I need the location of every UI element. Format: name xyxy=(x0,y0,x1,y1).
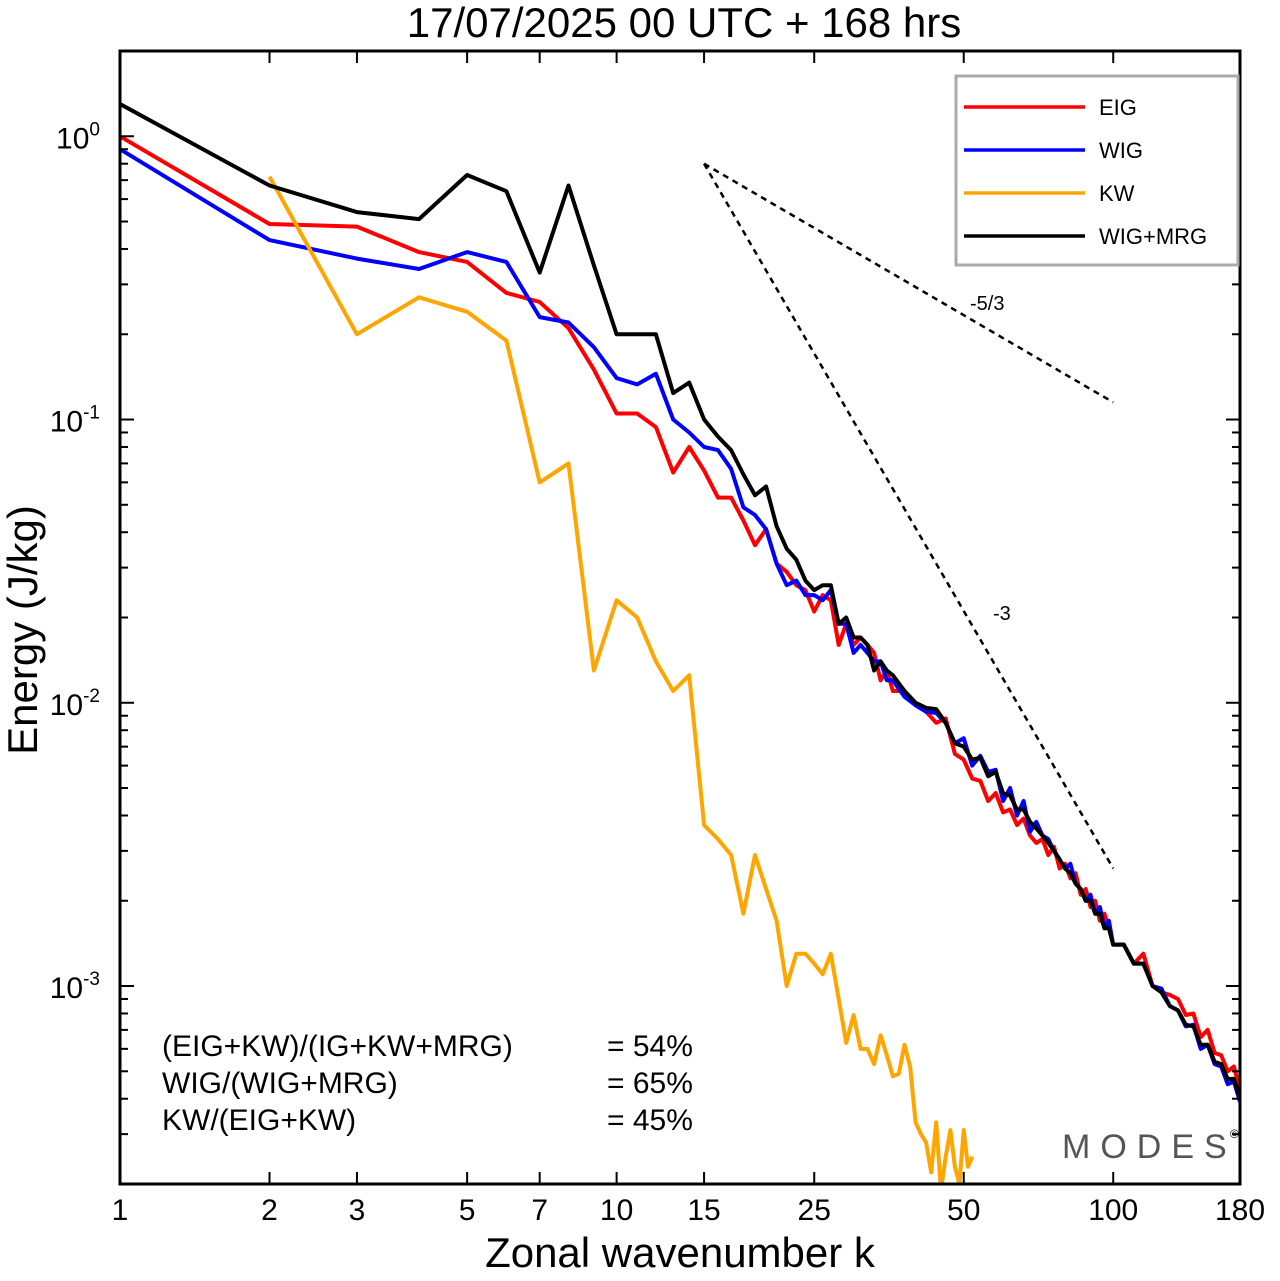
series-layer xyxy=(120,102,1240,1184)
x-tick-label: 7 xyxy=(531,1194,548,1227)
y-axis-title: Energy (J/kg) xyxy=(0,505,46,755)
y-tick-labels: 100 10-1 10-2 10-3 xyxy=(50,119,100,1005)
x-tick-label: 100 xyxy=(1088,1194,1138,1227)
x-tick-label: 5 xyxy=(459,1194,476,1227)
watermark-copyright-mark: © xyxy=(1230,1127,1239,1141)
ratio-value: = 54% xyxy=(607,1030,693,1063)
x-tick-label: 2 xyxy=(261,1194,278,1227)
x-tick-labels: 1 2 3 5 7 10 15 25 50 100 180 xyxy=(112,1194,1265,1227)
chart-title: 17/07/2025 00 UTC + 168 hrs xyxy=(407,0,962,46)
legend-label: EIG xyxy=(1099,95,1137,120)
x-tick-label: 180 xyxy=(1215,1194,1265,1227)
x-tick-label: 25 xyxy=(798,1194,831,1227)
y-tick-label: 10-2 xyxy=(50,686,100,722)
ratio-expression: WIG/(WIG+MRG) xyxy=(162,1067,398,1100)
x-tick-label: 3 xyxy=(349,1194,366,1227)
watermark: MODES © xyxy=(1062,1127,1239,1166)
reference-slope-line-1 xyxy=(702,163,1115,870)
reference-slope-line-0 xyxy=(703,162,1114,404)
watermark-text: MODES xyxy=(1062,1128,1237,1166)
series-line-wig-mrg xyxy=(120,102,1240,1100)
y-tick-label: 10-3 xyxy=(50,969,100,1005)
y-tick-label: 100 xyxy=(56,119,100,155)
legend-label: WIG xyxy=(1099,138,1143,163)
slope-label-three: -3 xyxy=(993,603,1011,625)
ratio-annotations: (EIG+KW)/(IG+KW+MRG) = 54% WIG/(WIG+MRG) = … xyxy=(162,1030,693,1137)
x-tick-label: 10 xyxy=(600,1194,633,1227)
series-line-kw xyxy=(267,175,975,1184)
y-tick-label: 10-1 xyxy=(50,403,100,439)
x-axis-title: Zonal wavenumber k xyxy=(485,1229,876,1276)
reference-slopes: -5/3 -3 xyxy=(702,162,1115,870)
legend-label: WIG+MRG xyxy=(1099,224,1207,249)
ratio-expression: (EIG+KW)/(IG+KW+MRG) xyxy=(162,1030,513,1063)
x-tick-label: 50 xyxy=(947,1194,980,1227)
slope-label-five-thirds: -5/3 xyxy=(970,293,1004,315)
ratio-value: = 65% xyxy=(607,1067,693,1100)
ratio-value: = 45% xyxy=(607,1104,693,1137)
x-tick-label: 15 xyxy=(687,1194,720,1227)
ratio-expression: KW/(EIG+KW) xyxy=(162,1104,356,1137)
legend-label: KW xyxy=(1099,181,1135,206)
x-tick-label: 1 xyxy=(112,1194,129,1227)
legend: EIG WIG KW WIG+MRG xyxy=(954,74,1240,267)
